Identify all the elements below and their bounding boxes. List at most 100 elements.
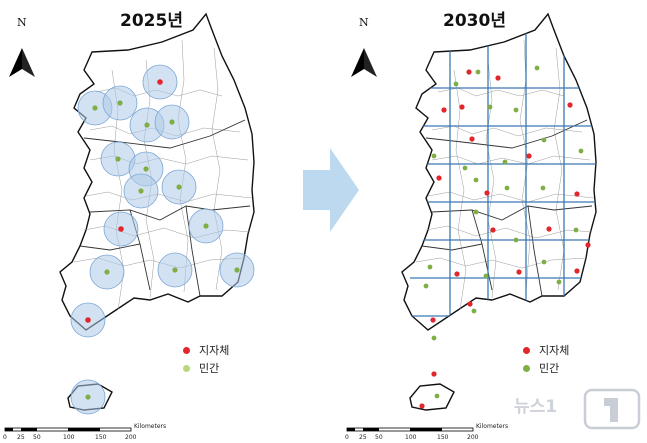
station-markers-2030 [419,65,591,409]
scale-tick: 200 [125,434,137,441]
civ-station-marker [502,159,508,165]
scale-bar-right [346,427,474,432]
gov-station-marker [118,226,124,232]
gov-station-marker [430,317,436,323]
civ-station-marker [434,393,440,399]
civ-station-marker [169,119,175,125]
scale-tick: 25 [17,434,25,441]
civ-station-marker [85,394,91,400]
civ-station-marker [423,283,429,289]
civ-station-marker [578,148,584,154]
scale-tick: 200 [467,434,479,441]
coverage-grid-2030 [410,30,596,330]
north-label-right: N [359,16,369,29]
legend-2025: 지자체 민간 [183,341,229,377]
north-label-left: N [17,16,27,29]
gov-station-marker [567,102,573,108]
gov-station-marker [454,271,460,277]
civ-station-marker [115,156,121,162]
gov-station-marker [585,242,591,248]
scale-tick: 150 [95,434,107,441]
civ-station-marker [431,335,437,341]
legend-dot-civ [523,364,530,372]
civ-station-marker [540,185,546,191]
gov-station-marker [574,191,580,197]
gov-station-marker [490,227,496,233]
legend-dot-civ [183,364,190,372]
scale-tick: 100 [405,434,417,441]
gov-station-marker [436,175,442,181]
civ-station-marker [144,122,150,128]
gov-station-marker [419,403,425,409]
gov-station-marker [467,301,473,307]
civ-station-marker [487,104,493,110]
civ-station-marker [513,107,519,113]
gov-station-marker [459,104,465,110]
civ-station-marker [203,223,209,229]
gov-station-marker [466,69,472,75]
civ-station-marker [513,237,519,243]
station-markers-2025 [85,79,240,400]
legend-item-civ: 민간 [183,359,229,377]
scale-tick: 0 [345,434,349,441]
scale-unit: Kilometers [476,423,509,430]
civ-station-marker [117,100,123,106]
scale-tick: 0 [3,434,7,441]
civ-station-marker [483,273,489,279]
civ-station-marker [143,166,149,172]
civ-station-marker [541,259,547,265]
transition-arrow-icon [303,148,359,232]
gov-station-marker [469,136,475,142]
scale-unit: Kilometers [134,423,167,430]
civ-station-marker [462,165,468,171]
gov-station-marker [574,268,580,274]
civ-station-marker [475,69,481,75]
civ-station-marker [431,153,437,159]
north-arrow-left-icon [9,48,35,77]
legend-item-gov: 지자체 [183,341,229,359]
civ-station-marker [453,81,459,87]
gov-station-marker [526,153,532,159]
civ-station-marker [104,269,110,275]
scale-tick: 100 [63,434,75,441]
scale-tick: 150 [437,434,449,441]
civ-station-marker [427,264,433,270]
scale-bar-left [4,427,132,432]
gov-station-marker [495,75,501,81]
legend-item-gov: 지자체 [523,341,569,359]
gov-station-marker [85,317,91,323]
watermark-logo-icon [583,388,641,430]
gov-station-marker [441,107,447,113]
civ-station-marker [176,184,182,190]
legend-label-civ: 민간 [539,362,560,375]
civ-station-marker [504,185,510,191]
legend-label-gov: 지자체 [199,344,230,357]
civ-station-marker [556,279,562,285]
civ-station-marker [92,105,98,111]
legend-item-civ: 민간 [523,359,569,377]
gov-station-marker [546,226,552,232]
civ-station-marker [541,137,547,143]
civ-station-marker [534,65,540,71]
gov-station-marker [431,371,437,377]
legend-dot-gov [523,346,530,354]
gov-station-marker [484,190,490,196]
scale-tick: 50 [375,434,383,441]
scale-tick: 25 [359,434,367,441]
scale-tick: 50 [33,434,41,441]
panel-title-2025: 2025년 [120,11,183,31]
legend-2030: 지자체 민간 [523,341,569,377]
watermark-text: 뉴스1 [514,397,558,417]
civ-station-marker [471,308,477,314]
civ-station-marker [138,188,144,194]
gov-station-marker [516,269,522,275]
civ-station-marker [234,267,240,273]
gov-station-marker [157,79,163,85]
legend-label-gov: 지자체 [539,344,570,357]
panel-title-2030: 2030년 [443,11,506,31]
legend-dot-gov [183,346,190,354]
civ-station-marker [573,227,579,233]
civ-station-marker [473,209,479,215]
civ-station-marker [172,267,178,273]
